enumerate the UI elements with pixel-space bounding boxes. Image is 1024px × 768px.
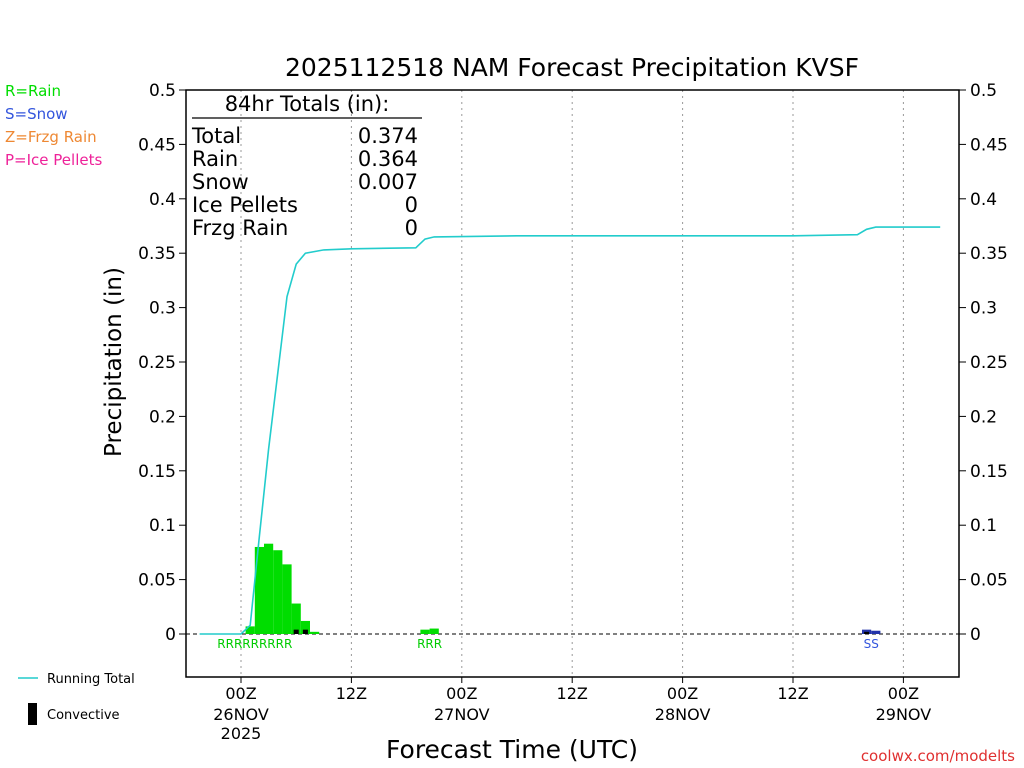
x-tick-label: 00Z: [888, 684, 919, 703]
type-legend-entry: S=Snow: [5, 105, 68, 123]
y-tick-label-right: 0.15: [970, 462, 1008, 482]
y-tick-label-left: 0.4: [149, 190, 176, 210]
rain-bar: [291, 603, 301, 634]
precip-type-labels: RRRRRRRRR RRR SS: [217, 637, 879, 651]
totals-box: 84hr Totals (in): Total 0.374 Rain 0.364 Sno…: [191, 92, 422, 240]
y-tick-label-left: 0.1: [149, 516, 176, 536]
precip-type-label: SS: [864, 637, 879, 651]
rain-bar: [310, 631, 320, 634]
y-tick-label-right: 0.4: [970, 190, 997, 210]
y-tick-label-left: 0.25: [138, 353, 176, 373]
y-tick-label-left: 0.2: [149, 407, 176, 427]
x-tick-label: 00Z: [667, 684, 698, 703]
totals-row-label: Frzg Rain: [192, 216, 288, 240]
totals-row-value: 0.374: [358, 124, 418, 148]
snow-bar: [871, 630, 881, 634]
x-tick-label: 12Z: [777, 684, 808, 703]
y-axis-ticks: 0 00.05 0.050.1 0.10.15 0.150.2 0.20.25 0.250.…: [138, 81, 1008, 645]
y-tick-label-right: 0.2: [970, 407, 997, 427]
convective-bar: [302, 629, 308, 634]
y-tick-label-left: 0.35: [138, 244, 176, 264]
totals-row-label: Snow: [192, 170, 249, 194]
precip-type-legend: R=Rain S=Snow Z=Frzg Rain P=Ice Pellets: [5, 82, 102, 169]
chart-title: 2025112518 NAM Forecast Precipitation KV…: [285, 53, 859, 82]
y-tick-label-left: 0.3: [149, 299, 176, 319]
y-tick-label-left: 0.05: [138, 571, 176, 591]
y-tick-label-right: 0.1: [970, 516, 997, 536]
type-legend-entry: Z=Frzg Rain: [5, 128, 97, 146]
running-total-line: [199, 226, 941, 635]
rain-bar: [273, 550, 283, 634]
totals-row-value: 0.007: [358, 170, 418, 194]
rain-bar: [300, 620, 310, 634]
legend-bar-swatch: [28, 703, 37, 725]
bar-series: [245, 543, 881, 634]
rain-bar: [420, 629, 430, 634]
totals-row-value: 0.364: [358, 147, 418, 171]
convective-bar: [864, 631, 870, 634]
x-tick-date: 29NOV: [876, 705, 932, 724]
y-tick-label-right: 0.25: [970, 353, 1008, 373]
precip-type-label: RRRRRRRRR: [217, 637, 292, 651]
gridlines: [186, 90, 959, 677]
x-tick-label: 00Z: [446, 684, 477, 703]
y-tick-label-left: 0.5: [149, 81, 176, 101]
precip-type-label: RRR: [417, 637, 442, 651]
totals-row-label: Rain: [192, 147, 238, 171]
rain-bar: [254, 546, 264, 634]
y-tick-label-right: 0.5: [970, 81, 997, 101]
running-total-series: [199, 226, 941, 635]
totals-row-value: 0: [405, 193, 418, 217]
rain-bar: [429, 628, 439, 634]
series-legend-entry: Running Total: [47, 672, 135, 687]
y-tick-label-right: 0.35: [970, 244, 1008, 264]
watermark: coolwx.com/modelts: [861, 747, 1015, 765]
x-tick-label: 12Z: [336, 684, 367, 703]
totals-row-label: Ice Pellets: [192, 193, 298, 217]
x-tick-date: 26NOV: [213, 705, 269, 724]
y-tick-label-right: 0.05: [970, 571, 1008, 591]
series-legend: Running Total Convective: [18, 672, 135, 725]
rain-bar: [264, 543, 274, 634]
rain-bar: [245, 626, 255, 634]
y-tick-label-left: 0.15: [138, 462, 176, 482]
x-tick-label: 00Z: [225, 684, 256, 703]
rain-bar: [282, 564, 292, 634]
totals-header: 84hr Totals (in):: [225, 92, 390, 116]
y-tick-label-right: 0.3: [970, 299, 997, 319]
totals-row-label: Total: [191, 124, 241, 148]
type-legend-entry: P=Ice Pellets: [5, 151, 102, 169]
x-tick-date: 28NOV: [655, 705, 711, 724]
y-tick-label-left: 0: [165, 625, 176, 645]
y-tick-label-left: 0.45: [138, 135, 176, 155]
series-legend-entry: Convective: [47, 708, 120, 723]
x-axis-label: Forecast Time (UTC): [386, 735, 638, 764]
y-tick-label-right: 0: [970, 625, 981, 645]
convective-bar: [293, 629, 299, 634]
type-legend-entry: R=Rain: [5, 82, 61, 100]
x-tick-year: 2025: [221, 724, 262, 743]
totals-row-value: 0: [405, 216, 418, 240]
x-tick-label: 12Z: [557, 684, 588, 703]
x-tick-date: 27NOV: [434, 705, 490, 724]
y-axis-label: Precipitation (in): [101, 267, 127, 457]
y-tick-label-right: 0.45: [970, 135, 1008, 155]
